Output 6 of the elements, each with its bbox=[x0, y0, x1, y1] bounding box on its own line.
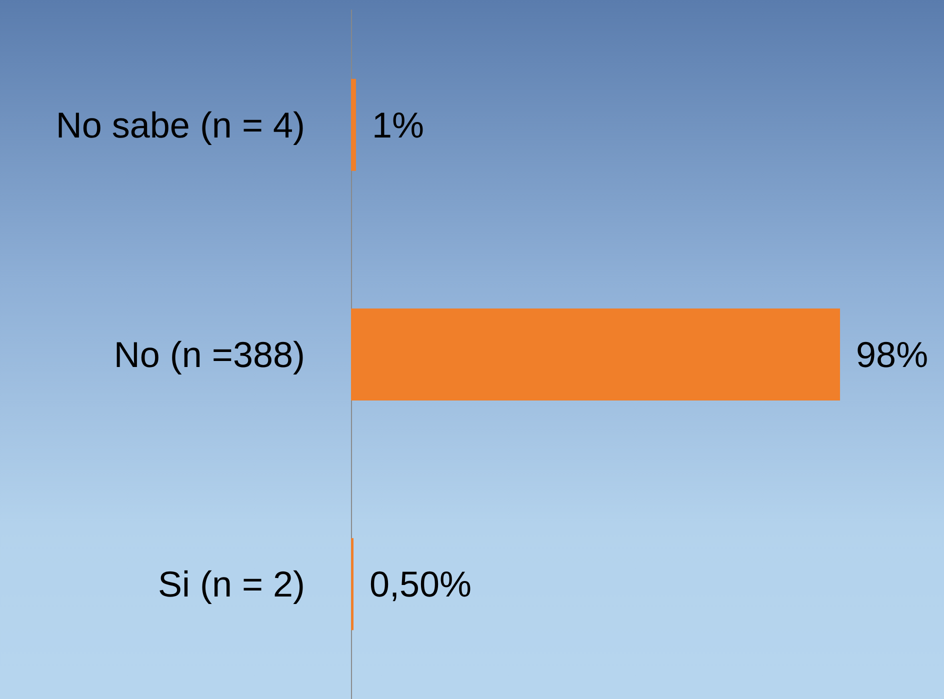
data-label: 98% bbox=[856, 334, 928, 375]
y-tick-label: No sabe (n = 4) bbox=[56, 104, 305, 146]
data-label: 1% bbox=[372, 104, 424, 146]
y-tick-label: No (n =388) bbox=[114, 334, 305, 375]
data-label: 0,50% bbox=[369, 564, 472, 605]
y-tick-label: Si (n = 2) bbox=[158, 564, 305, 605]
